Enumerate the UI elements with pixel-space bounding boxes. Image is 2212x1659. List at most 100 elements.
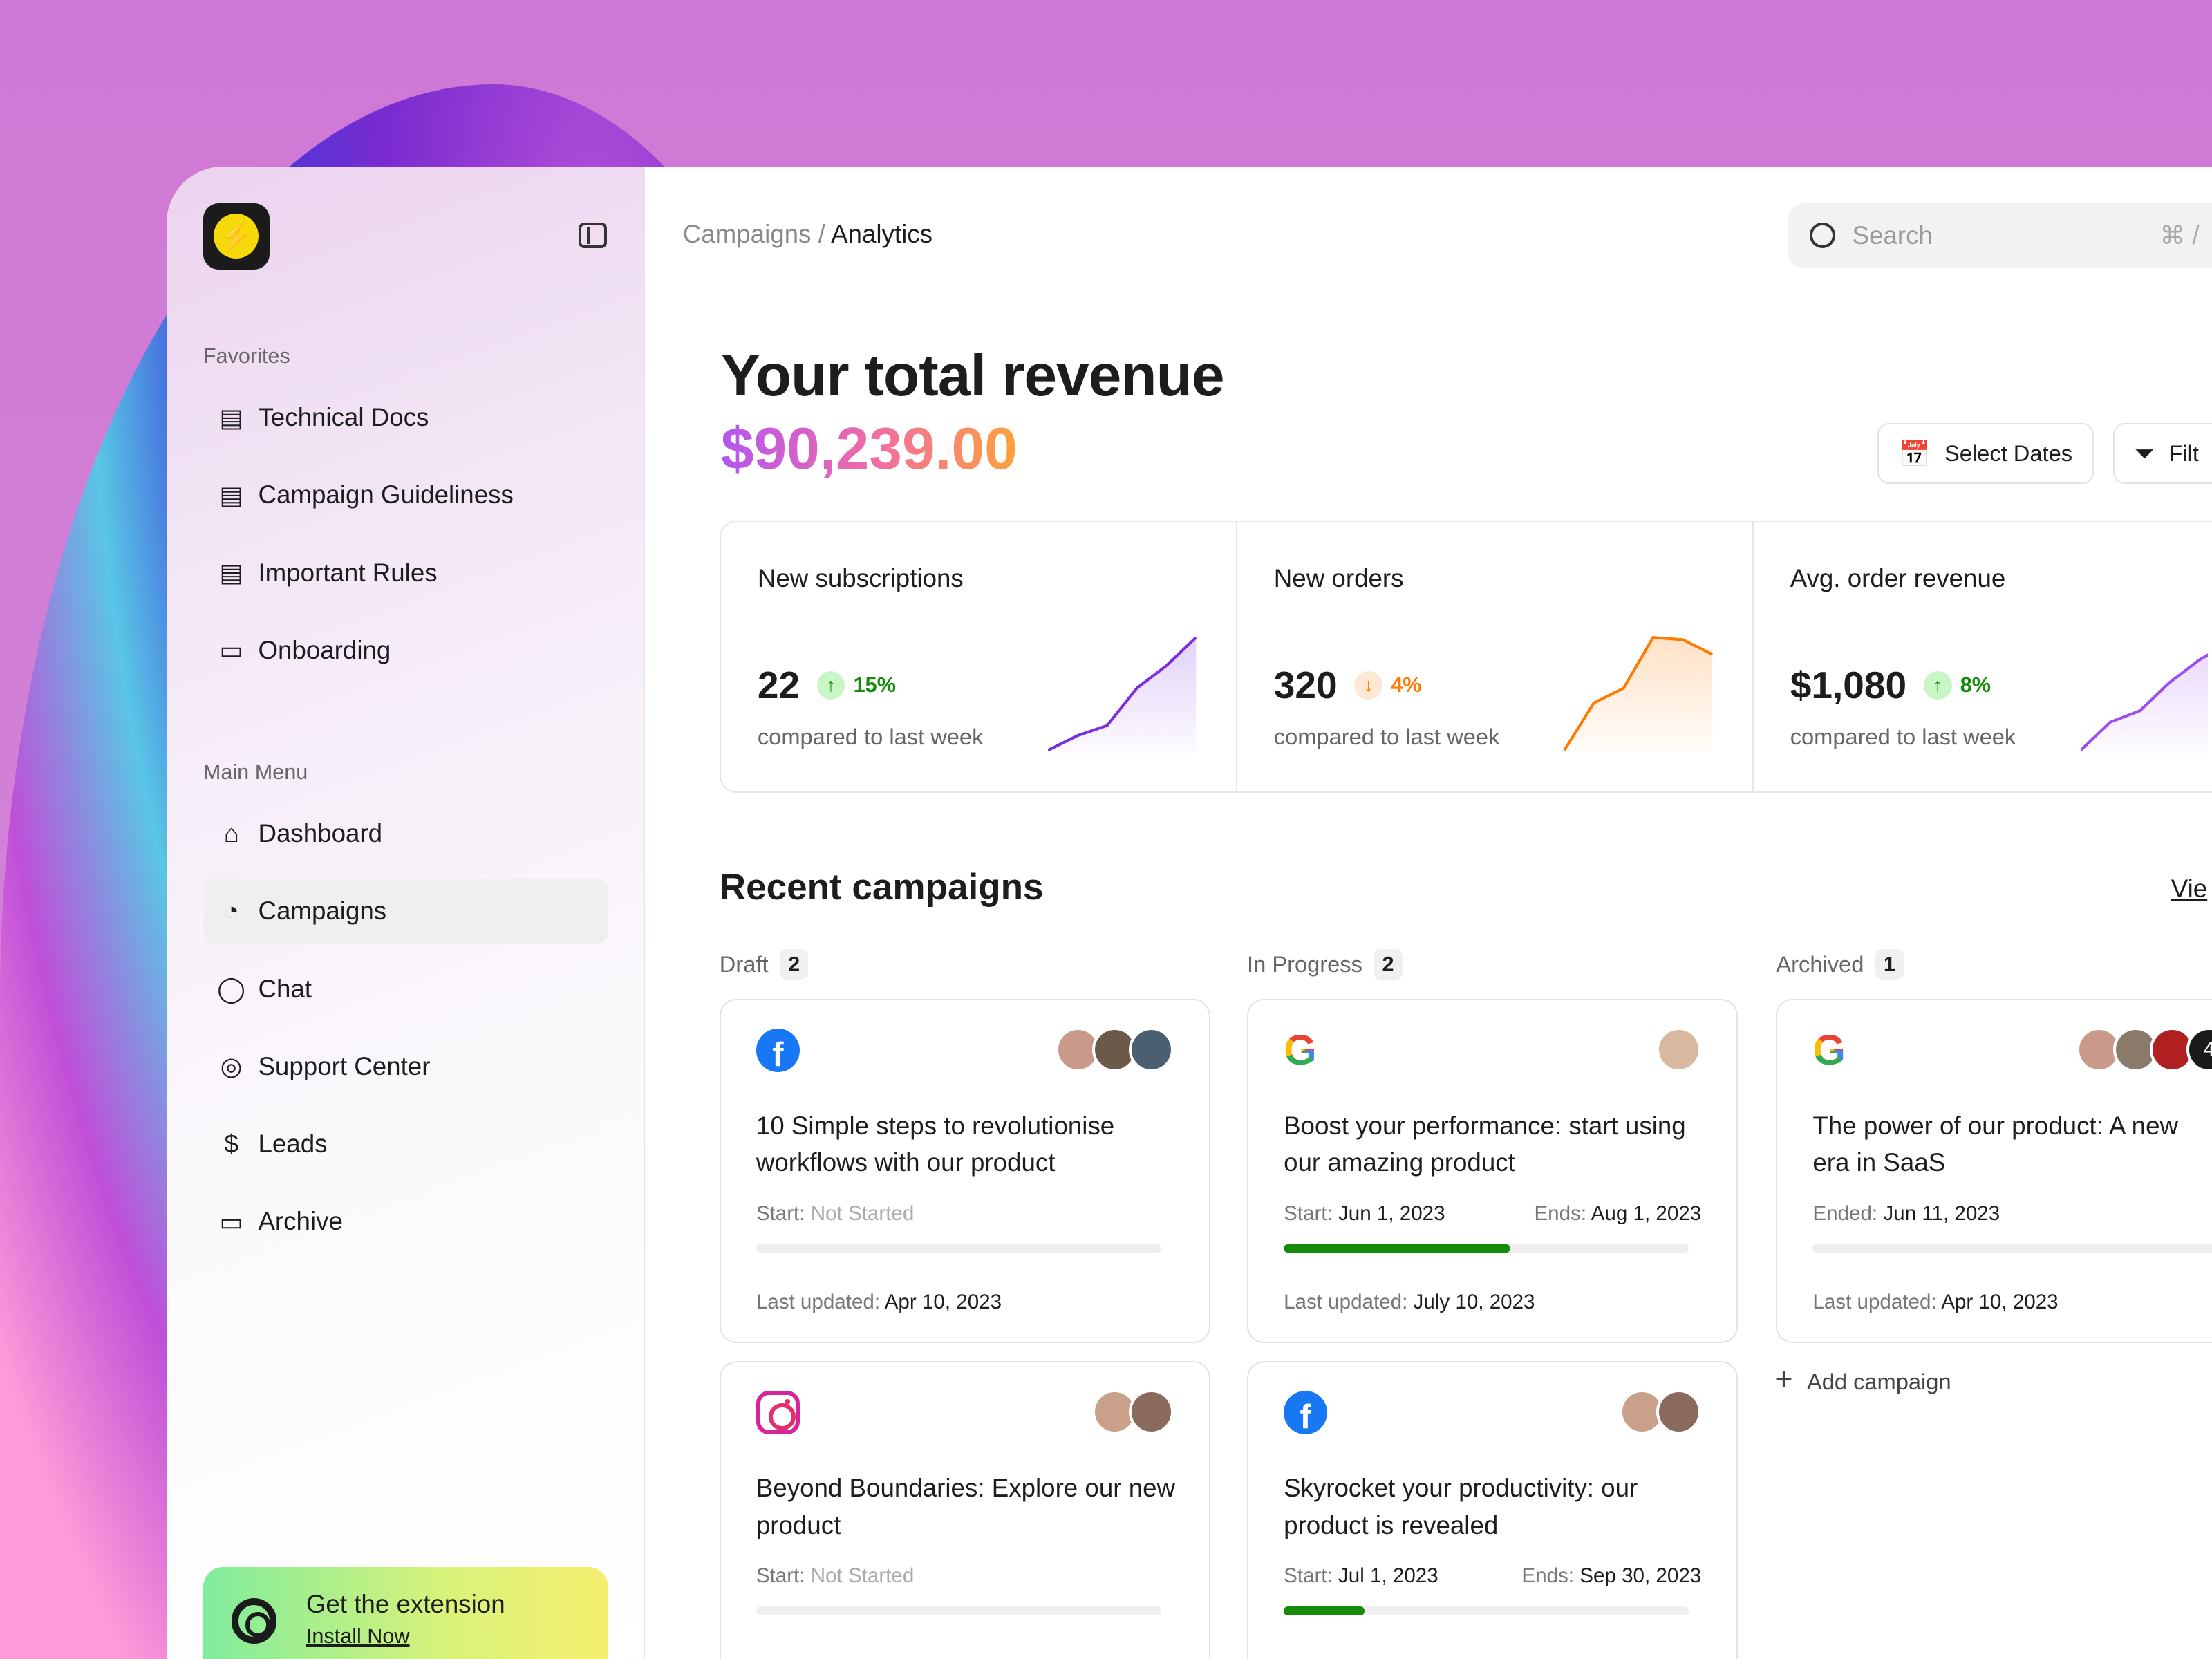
stats-panel: New subscriptions 22 ↑ 15% compared to las…: [719, 521, 2212, 793]
campaign-end: Ends: Aug 1, 2023: [1534, 1202, 1701, 1226]
select-dates-button[interactable]: 📅 Select Dates: [1877, 423, 2094, 484]
campaign-title: Boost your performance: start using our …: [1284, 1111, 1686, 1177]
search-input[interactable]: Search ⌘ /: [1787, 203, 2212, 268]
sidebar-item-important-rules[interactable]: ▤ Important Rules: [203, 541, 608, 606]
stat-value: 22: [757, 664, 800, 707]
sidebar-item-onboarding[interactable]: ▭ Onboarding: [203, 618, 608, 683]
end-label: Ends:: [1534, 1201, 1587, 1225]
stat-value: 320: [1273, 664, 1338, 707]
column-draft: Draft 2: [719, 949, 809, 980]
shortcut-hint: ⌘ /: [2159, 221, 2200, 250]
facebook-icon: f: [1284, 1391, 1328, 1435]
updated-label: Last updated:: [1812, 1291, 1937, 1314]
bolt-icon: ⚡: [214, 214, 259, 259]
sidebar-item-label: Dashboard: [258, 819, 383, 848]
sidebar-item-label: Onboarding: [258, 635, 391, 664]
search-placeholder: Search: [1852, 221, 1933, 250]
sidebar-item-label: Chat: [258, 974, 312, 1003]
campaign-card[interactable]: G 4 The power of our product: A new era i…: [1776, 998, 2212, 1343]
stat-change: 8%: [1960, 673, 1991, 697]
campaign-start: Start: Jul 1, 2023: [1284, 1564, 1438, 1588]
stat-card: New subscriptions 22 ↑ 15% compared to las…: [721, 522, 1237, 791]
sidebar-item-technical-docs[interactable]: ▤ Technical Docs: [203, 385, 608, 450]
breadcrumb-analytics: Analytics: [831, 220, 932, 249]
stat-change: 4%: [1391, 673, 1422, 697]
avatar-group: [1055, 1027, 1174, 1072]
stat-compare: compared to last week: [757, 723, 984, 749]
sparkline-line: [2081, 653, 2208, 752]
install-now-link[interactable]: Install Now: [306, 1624, 410, 1649]
sidebar-item-campaign-guideliness[interactable]: ▤ Campaign Guideliness: [203, 462, 608, 527]
campaign-start: Start: Not Started: [756, 1202, 915, 1226]
sidebar-item-chat[interactable]: ◯ Chat: [203, 957, 608, 1022]
campaign-card[interactable]: Beyond Boundaries: Explore our new produ…: [719, 1361, 1210, 1659]
start-value: Jun 1, 2023: [1338, 1201, 1445, 1225]
last-updated: Last updated: July 10, 2023: [1284, 1291, 1535, 1314]
campaign-card[interactable]: f 10 Simple steps to revolutionise workf…: [719, 998, 1210, 1343]
arrow-up-icon: ↑: [1923, 671, 1952, 700]
sidebar-item-support-center[interactable]: ◎ Support Center: [203, 1034, 608, 1099]
avatar-group: 4: [2077, 1027, 2212, 1072]
start-value: Jul 1, 2023: [1338, 1564, 1438, 1588]
sparkline-area: [2081, 655, 2208, 753]
breadcrumb-campaigns[interactable]: Campaigns: [682, 220, 812, 249]
sidebar-item-label: Campaigns: [258, 897, 387, 926]
filter-button[interactable]: ⏷ Filt: [2113, 423, 2212, 484]
lifebuoy-icon: ◎: [220, 1052, 243, 1081]
avatar-group: [1091, 1389, 1174, 1435]
sidebar-item-archive[interactable]: ▭ Archive: [203, 1189, 608, 1254]
avatar: [1656, 1027, 1702, 1072]
updated-value: July 10, 2023: [1413, 1291, 1535, 1314]
view-all-link[interactable]: Vie: [2171, 874, 2208, 903]
campaign-title: The power of our product: A new era in S…: [1812, 1111, 2179, 1177]
start-label: Start:: [1284, 1201, 1333, 1225]
column-count: 2: [1374, 949, 1403, 980]
video-icon: ▭: [219, 636, 244, 665]
filter-icon: ⏷: [2134, 438, 2155, 467]
avatar-group: [1656, 1027, 1702, 1072]
sidebar-item-label: Leads: [258, 1130, 328, 1159]
progress-fill: [1284, 1606, 1365, 1615]
stat-card: Avg. order revenue $1,080 ↑ 8% compared to…: [1754, 522, 2212, 791]
sidebar-item-dashboard[interactable]: ⌂ Dashboard: [203, 801, 608, 866]
sparkline-line: [1564, 636, 1714, 751]
folder-icon: ▭: [219, 1207, 244, 1236]
stat-compare: compared to last week: [1273, 723, 1500, 749]
sidebar-item-campaigns[interactable]: ◔ Campaigns: [203, 879, 608, 944]
campaign-card[interactable]: f Skyrocket your productivity: our produ…: [1247, 1361, 1738, 1659]
chat-icon: ◯: [217, 975, 246, 1004]
start-value: Not Started: [810, 1201, 915, 1225]
document-icon: ▤: [219, 559, 244, 588]
campaign-end: Ends: Sep 30, 2023: [1521, 1564, 1701, 1588]
sidebar-toggle-icon[interactable]: [578, 223, 607, 249]
updated-value: Apr 10, 2023: [884, 1291, 1002, 1314]
breadcrumb: Campaigns / Analytics: [682, 220, 932, 249]
column-label: In Progress: [1247, 951, 1362, 977]
sparkline: [2081, 653, 2208, 753]
favorites-label: Favorites: [203, 344, 290, 368]
sidebar-item-label: Technical Docs: [258, 403, 429, 432]
avatar: 4: [2186, 1027, 2212, 1072]
sparkline-area: [1564, 637, 1713, 753]
stat-label: Avg. order revenue: [1790, 564, 2006, 593]
stat-label: New subscriptions: [757, 564, 964, 593]
sparkline: [1564, 636, 1714, 753]
sidebar-item-leads[interactable]: $ Leads: [203, 1112, 608, 1177]
main-menu-label: Main Menu: [203, 760, 308, 784]
campaign-card[interactable]: G Boost your performance: start using ou…: [1247, 998, 1738, 1343]
facebook-icon: f: [756, 1028, 800, 1072]
app-window: ⚡ Favorites ▤ Technical Docs ▤ Campaign Gui…: [166, 166, 2212, 1659]
page-title: Your total revenue: [720, 341, 1225, 409]
updated-label: Last updated:: [1284, 1291, 1408, 1314]
campaign-title: Skyrocket your productivity: our product…: [1284, 1474, 1638, 1539]
campaign-title: 10 Simple steps to revolutionise workflo…: [756, 1111, 1115, 1177]
instagram-icon: [756, 1391, 800, 1435]
start-label: Start:: [1284, 1564, 1333, 1588]
add-campaign-button[interactable]: + Add campaign: [1774, 1361, 1951, 1397]
column-label: Draft: [719, 951, 769, 977]
arrow-down-icon: ↓: [1354, 671, 1382, 700]
sparkline: [1048, 636, 1197, 753]
sidebar-item-label: Support Center: [258, 1051, 431, 1080]
stat-card: New orders 320 ↓ 4% compared to last week: [1237, 522, 1754, 791]
